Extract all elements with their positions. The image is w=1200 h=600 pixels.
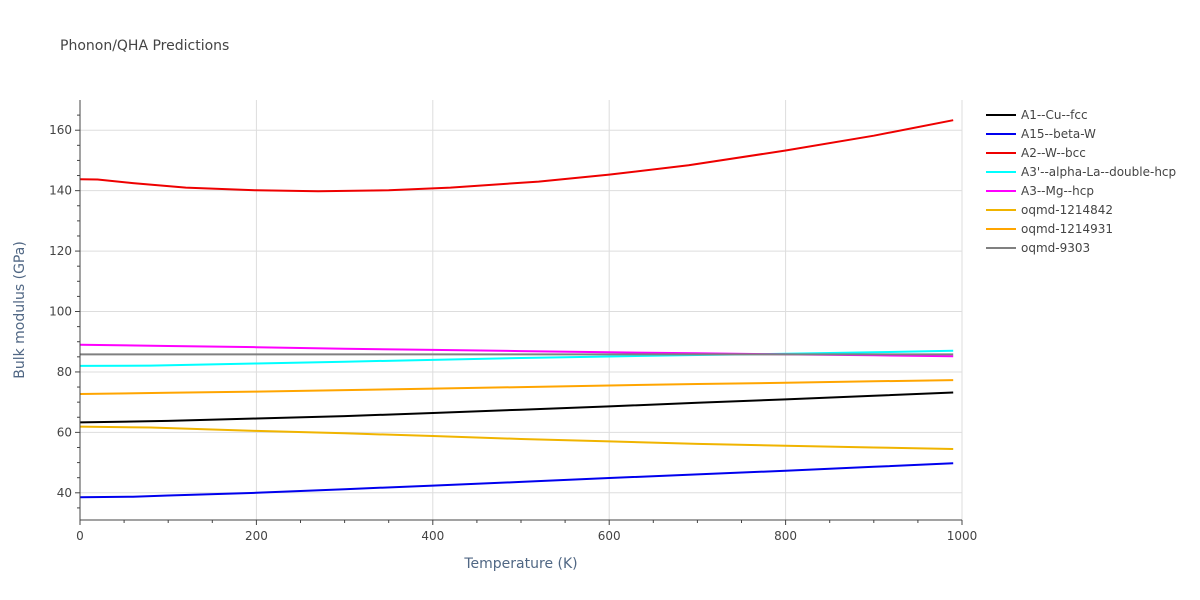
x-tick-label: 1000 bbox=[947, 529, 978, 543]
x-tick-label: 400 bbox=[421, 529, 444, 543]
legend-entry: A2--W--bcc bbox=[1021, 146, 1086, 160]
series-line-2 bbox=[79, 119, 954, 193]
y-tick-label: 40 bbox=[57, 486, 72, 500]
legend-entry: A1--Cu--fcc bbox=[1021, 108, 1088, 122]
legend-entry: A15--beta-W bbox=[1021, 127, 1096, 141]
legend-entry: A3'--alpha-La--double-hcp bbox=[1021, 165, 1176, 179]
x-tick-label: 0 bbox=[76, 529, 84, 543]
chart-title: Phonon/QHA Predictions bbox=[60, 38, 229, 54]
legend-entry: oqmd-1214931 bbox=[1021, 222, 1113, 236]
axes bbox=[75, 100, 963, 525]
y-tick-label: 160 bbox=[49, 123, 72, 137]
x-tick-label: 800 bbox=[774, 529, 797, 543]
y-tick-label: 80 bbox=[57, 365, 72, 379]
tick-labels: 0 200 400 600 800 1000 40 60 80 100 120 140 160 bbox=[49, 123, 977, 543]
series-line-3 bbox=[79, 349, 954, 367]
y-tick-label: 60 bbox=[57, 425, 72, 439]
y-tick-label: 140 bbox=[49, 184, 72, 198]
series-line-5 bbox=[79, 425, 954, 450]
x-axis-title: Temperature (K) bbox=[463, 556, 577, 572]
series-line-1 bbox=[79, 462, 954, 499]
y-tick-label: 120 bbox=[49, 244, 72, 258]
legend-entry: oqmd-9303 bbox=[1021, 241, 1090, 255]
series-group bbox=[79, 119, 954, 499]
x-tick-label: 600 bbox=[598, 529, 621, 543]
legend-entry: A3--Mg--hcp bbox=[1021, 184, 1094, 198]
y-axis-title: Bulk modulus (GPa) bbox=[12, 241, 28, 379]
y-tick-label: 100 bbox=[49, 305, 72, 319]
x-tick-label: 200 bbox=[245, 529, 268, 543]
series-line-6 bbox=[79, 379, 954, 395]
series-line-0 bbox=[79, 391, 954, 424]
legend-entry: oqmd-1214842 bbox=[1021, 203, 1113, 217]
grid bbox=[80, 100, 963, 520]
legend: A1--Cu--fcc A15--beta-W A2--W--bcc A3'--alp… bbox=[986, 108, 1176, 255]
